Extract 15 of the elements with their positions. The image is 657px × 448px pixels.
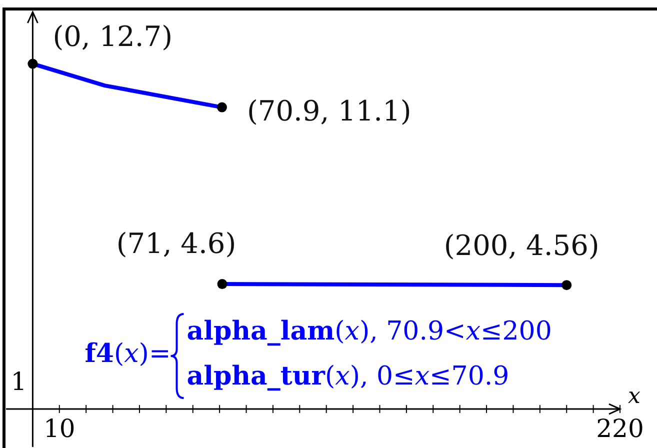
point [217,279,228,290]
annotation: f4(x)= [84,339,171,370]
annotation: alpha_tur(x), 0≤x≤70.9 [186,362,510,392]
x-tick-label: 220 [596,414,644,444]
x-tick-label: 10 [43,414,76,444]
annotation: (70.9, 11.1) [246,94,412,127]
point [216,102,227,112]
annotation: (200, 4.56) [444,228,600,262]
annotation: (71, 4.6) [116,226,236,260]
annotation: alpha_lam(x), 70.9<x≤200 [186,316,552,347]
point [28,58,38,69]
x-axis-title: x [628,384,641,410]
point [562,280,572,290]
annotation: (0, 12.7) [52,19,173,52]
annotation: 1 [10,366,27,396]
